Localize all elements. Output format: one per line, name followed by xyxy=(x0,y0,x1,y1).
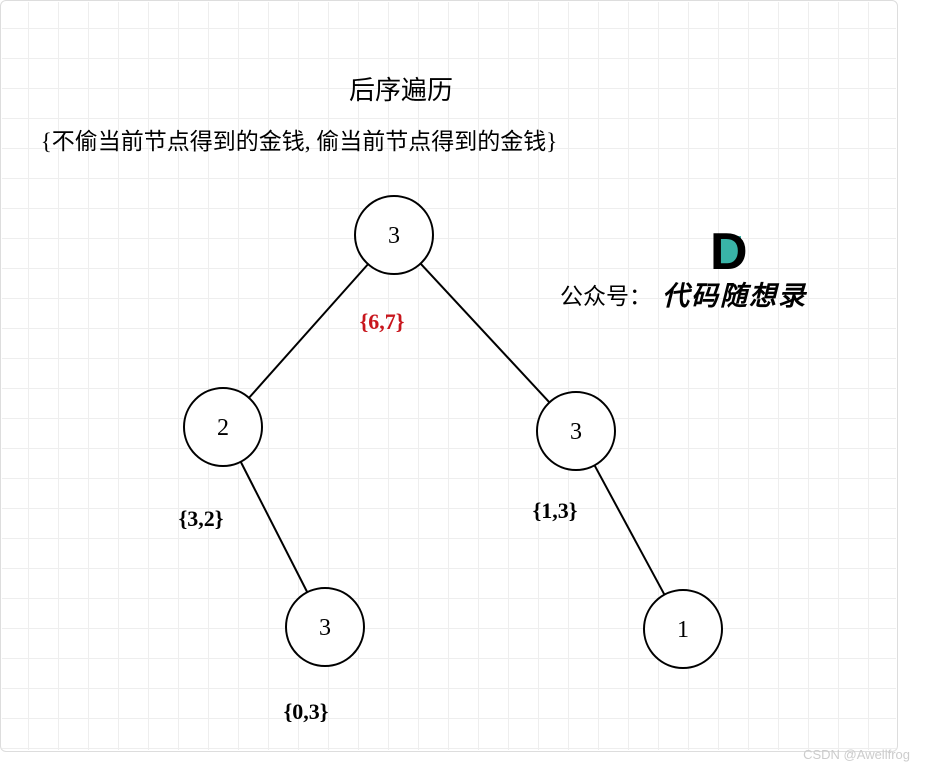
author-name: 代码随想录 xyxy=(662,281,808,311)
title: 后序遍历 xyxy=(349,76,453,105)
author-block: D 公众号： 代码随想录 xyxy=(560,223,808,311)
author-label: 公众号： xyxy=(560,284,652,309)
tree-node-label: 3 xyxy=(570,419,582,445)
tree-edge xyxy=(249,264,368,398)
watermark: CSDN @Awellfrog xyxy=(803,747,910,762)
tree-edge xyxy=(241,462,308,593)
dp-label: {0,3} xyxy=(284,699,329,724)
tree-edge xyxy=(595,465,665,594)
tree-nodes: 3 2 3 3 1 xyxy=(184,196,722,668)
tree-node-label: 3 xyxy=(388,223,400,249)
diagram-card: 后序遍历 {不偷当前节点得到的金钱, 偷当前节点得到的金钱} D 公众号： 代码… xyxy=(0,0,898,752)
dp-label: {1,3} xyxy=(533,498,578,523)
dp-annotations: {6,7} {3,2} {1,3} {0,3} xyxy=(179,309,578,724)
tree-edge xyxy=(421,264,550,403)
tree-diagram: 后序遍历 {不偷当前节点得到的金钱, 偷当前节点得到的金钱} D 公众号： 代码… xyxy=(1,1,897,751)
dp-label: {6,7} xyxy=(360,309,405,334)
tree-node-label: 3 xyxy=(319,615,331,641)
dp-label: {3,2} xyxy=(179,506,224,531)
subtitle: {不偷当前节点得到的金钱, 偷当前节点得到的金钱} xyxy=(41,129,558,154)
tree-node-label: 1 xyxy=(677,617,689,643)
tree-node-label: 2 xyxy=(217,415,229,441)
logo-d: D xyxy=(710,223,748,281)
